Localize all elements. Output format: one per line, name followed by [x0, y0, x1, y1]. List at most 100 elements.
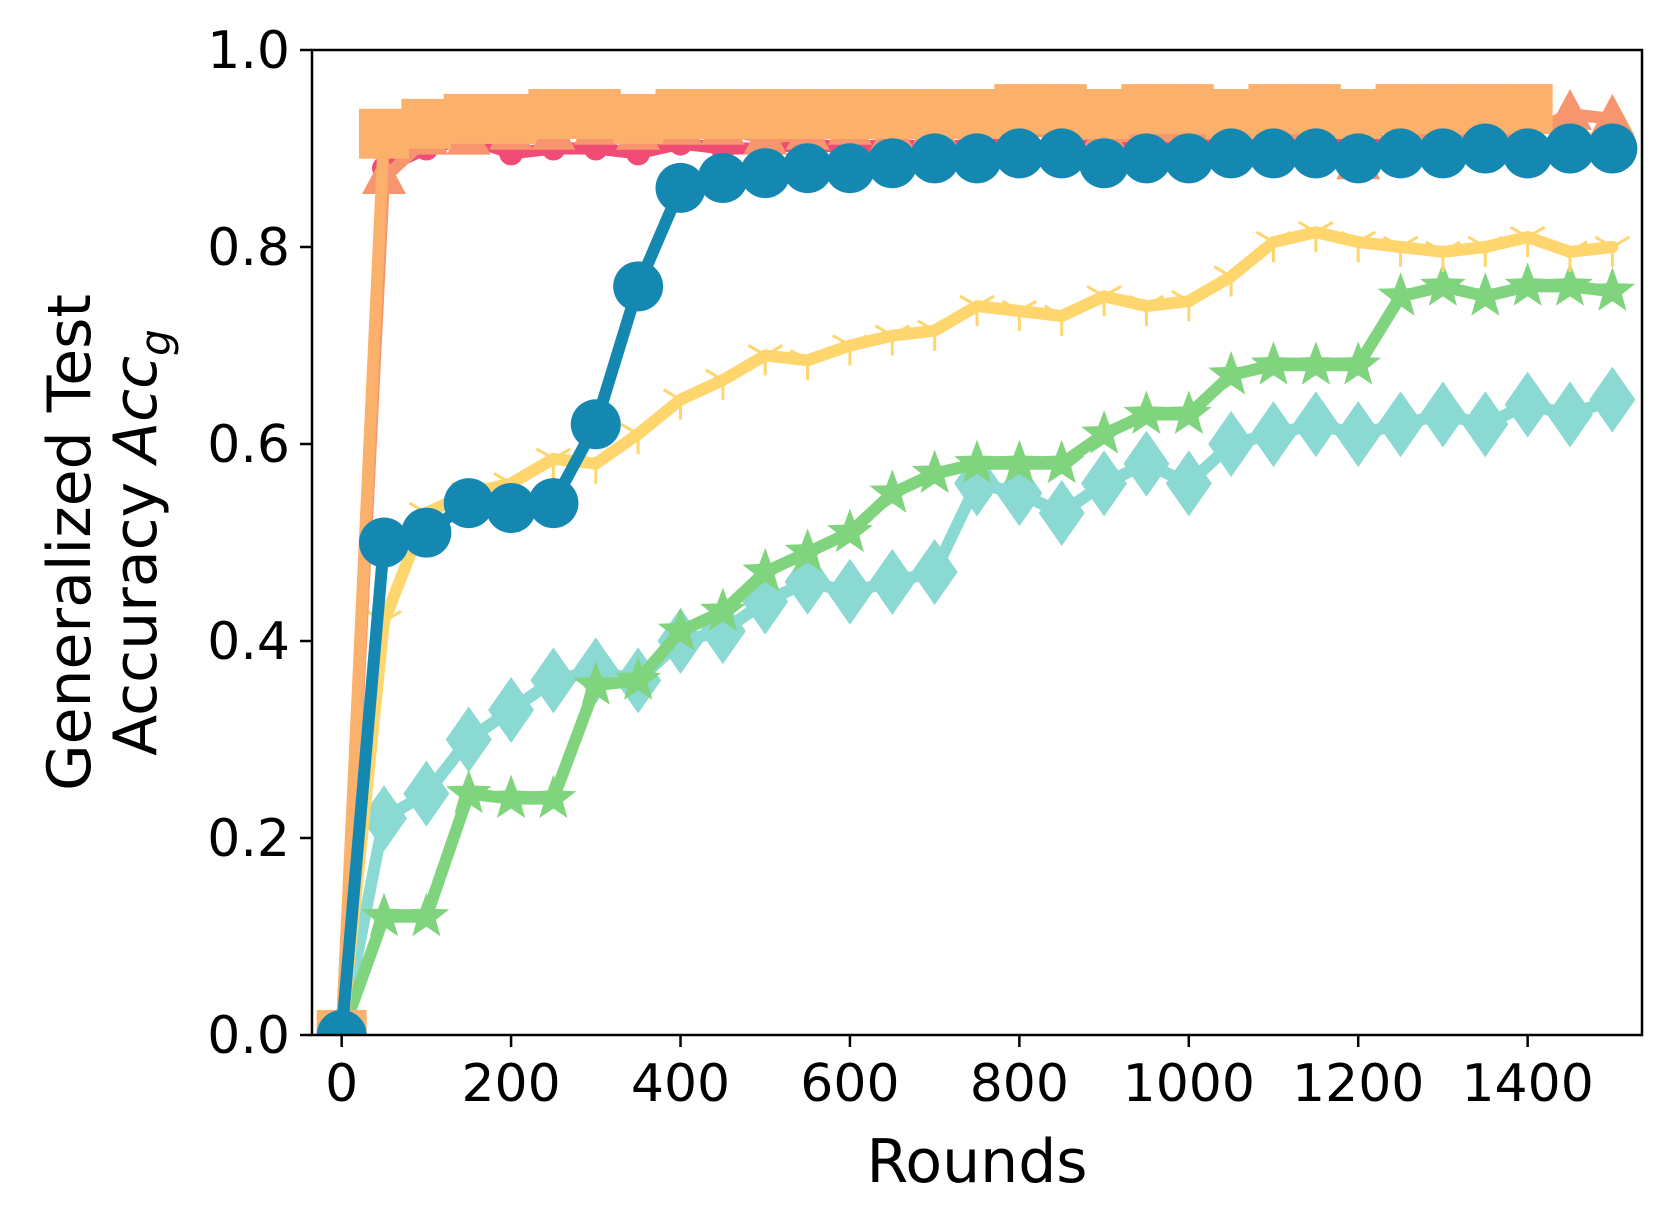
data-point-marker	[1086, 284, 1122, 317]
data-point-marker	[1340, 230, 1376, 263]
data-point-marker	[697, 89, 748, 140]
data-point-marker	[1377, 391, 1424, 458]
data-point-marker	[832, 334, 868, 366]
data-point-marker	[1419, 381, 1466, 448]
data-point-marker	[1587, 123, 1638, 174]
data-point-marker	[573, 661, 619, 705]
data-point-marker	[1213, 265, 1249, 297]
series-line	[335, 142, 1619, 1035]
x-tick-label: 400	[631, 1054, 730, 1114]
data-point-marker	[488, 676, 535, 743]
data-point-marker	[1375, 128, 1426, 179]
data-point-marker	[1292, 391, 1339, 458]
data-point-marker	[1335, 341, 1381, 385]
data-point-marker	[1375, 84, 1426, 135]
data-point-marker	[996, 439, 1043, 484]
x-axis-ticks: 0 200 400 600 800 1000 1200 1400	[325, 1035, 1594, 1114]
data-point-marker	[916, 319, 953, 351]
data-point-marker	[1460, 123, 1511, 174]
data-point-marker	[530, 774, 577, 818]
data-point-marker	[1248, 128, 1299, 179]
data-point-marker	[1128, 294, 1165, 327]
data-point-marker	[911, 539, 958, 606]
data-point-marker	[1417, 128, 1468, 179]
data-point-marker	[1333, 133, 1384, 184]
data-point-marker	[528, 478, 579, 529]
data-point-marker	[1081, 410, 1127, 454]
data-point-marker	[403, 892, 450, 937]
data-point-marker	[1544, 123, 1595, 174]
data-point-marker	[1382, 235, 1419, 267]
y-axis-title-prefix: Accuracy	[101, 463, 171, 756]
data-point-marker	[994, 84, 1045, 135]
x-axis-title: Rounds	[866, 1127, 1087, 1197]
series-2	[318, 262, 1636, 1035]
data-point-marker	[867, 89, 918, 140]
data-point-marker	[909, 89, 960, 140]
data-point-marker	[361, 785, 408, 852]
data-point-marker	[1425, 240, 1461, 272]
data-point-marker	[784, 528, 831, 572]
data-point-marker	[486, 93, 537, 144]
data-point-marker	[359, 517, 410, 568]
data-point-marker	[1208, 351, 1254, 395]
data-point-marker	[1298, 220, 1334, 253]
data-point-marker	[361, 892, 407, 937]
data-point-marker	[443, 478, 494, 529]
series-line	[335, 280, 1619, 1035]
data-point-marker	[782, 143, 833, 194]
data-point-marker	[1123, 430, 1170, 497]
data-point-marker	[1255, 230, 1292, 263]
x-tick-label: 600	[800, 1054, 899, 1114]
data-point-marker	[359, 108, 410, 159]
data-point-marker	[1038, 479, 1085, 546]
y-axis-ticks: 0.0 0.2 0.4 0.6 0.8 1.0	[207, 21, 312, 1066]
data-point-marker	[401, 507, 452, 558]
data-point-marker	[615, 656, 661, 700]
data-point-marker	[1208, 411, 1255, 477]
data-point-marker	[874, 324, 911, 356]
data-point-marker	[782, 89, 833, 140]
data-point-marker	[445, 706, 492, 773]
data-point-marker	[911, 449, 958, 493]
data-point-marker	[1377, 272, 1424, 316]
data-point-marker	[700, 587, 746, 631]
data-point-marker	[1206, 128, 1257, 179]
data-point-marker	[827, 508, 873, 553]
data-point-marker	[1171, 289, 1207, 322]
data-point-marker	[1417, 84, 1468, 135]
data-point-marker	[1462, 272, 1509, 316]
data-point-marker	[1250, 401, 1297, 468]
data-point-marker	[1001, 299, 1038, 332]
data-point-marker	[742, 548, 788, 592]
series-line	[335, 226, 1619, 1035]
data-point-marker	[620, 422, 656, 455]
x-tick-label: 1400	[1461, 1054, 1593, 1114]
data-point-marker	[1504, 371, 1551, 438]
data-point-marker	[488, 774, 534, 818]
data-point-marker	[952, 133, 1002, 184]
y-axis-title-subscript: g	[131, 329, 180, 356]
data-point-marker	[705, 368, 741, 400]
y-axis-title-line-2: Accuracy Accg	[101, 329, 180, 756]
y-tick-label: 0.6	[207, 415, 290, 475]
data-point-marker	[909, 133, 960, 184]
data-point-marker	[1165, 450, 1212, 517]
series-4	[329, 126, 1625, 1035]
data-point-marker	[1589, 366, 1636, 433]
data-point-marker	[747, 344, 783, 376]
y-axis-title-line-1: Generalized Test	[35, 294, 105, 791]
data-point-marker	[486, 483, 537, 534]
data-point-marker	[1462, 391, 1509, 458]
data-point-marker	[1467, 235, 1504, 267]
data-point-marker	[1420, 262, 1466, 306]
data-point-marker	[952, 89, 1002, 140]
y-tick-label: 0.4	[207, 612, 290, 672]
y-tick-label: 1.0	[207, 21, 290, 81]
data-point-marker	[1293, 341, 1339, 385]
x-tick-label: 800	[970, 1054, 1069, 1114]
data-point-marker	[535, 447, 572, 479]
data-point-marker	[1290, 128, 1341, 179]
data-point-marker	[530, 647, 577, 714]
data-point-marker	[1163, 84, 1214, 135]
